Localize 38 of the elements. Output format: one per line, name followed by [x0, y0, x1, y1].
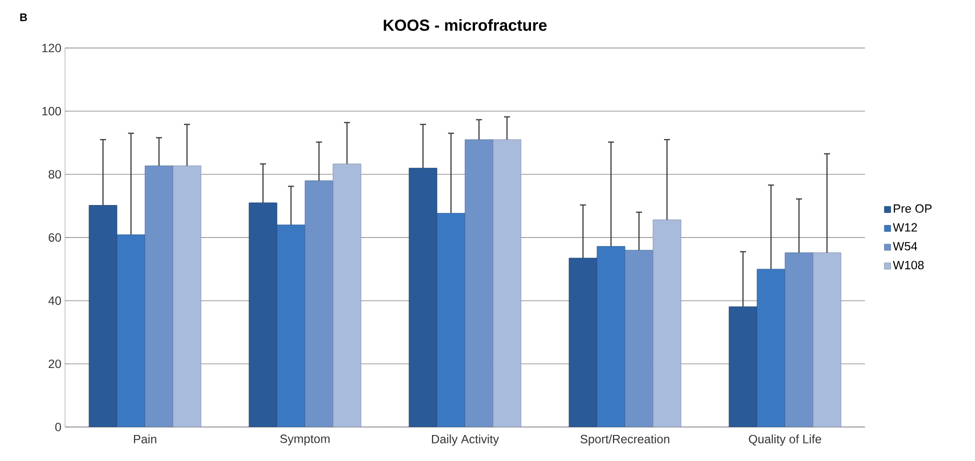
- bar: [464, 139, 494, 427]
- bar: [652, 220, 682, 427]
- bar: [116, 234, 146, 427]
- x-tick-label: Sport/Recreation: [580, 434, 670, 446]
- bar: [596, 246, 626, 427]
- bar: [304, 180, 334, 427]
- x-tick-label: Pain: [134, 434, 156, 444]
- bar: [436, 212, 466, 427]
- bar: [88, 205, 118, 427]
- bar: [784, 252, 814, 427]
- legend-label: Pre OP: [894, 204, 932, 213]
- bar: [812, 252, 842, 427]
- y-tick-label: 40: [48, 296, 62, 305]
- y-tick-label: 20: [48, 360, 62, 368]
- bar: [248, 202, 278, 427]
- y-tick-label: 0: [55, 422, 62, 432]
- y-tick-label: 120: [42, 44, 61, 52]
- bar: [144, 166, 174, 427]
- bar: [408, 168, 438, 427]
- bar: [756, 268, 786, 427]
- legend-label: W12: [892, 223, 917, 232]
- y-tick-label: 100: [42, 106, 61, 116]
- chart-title: KOOS - microfracture: [384, 19, 547, 31]
- bar: [332, 164, 362, 427]
- bar: [568, 258, 598, 427]
- bar: [276, 224, 306, 427]
- y-tick-label: 80: [48, 170, 62, 179]
- text: B: [20, 14, 27, 22]
- bar: [492, 139, 522, 427]
- bar: [172, 166, 202, 427]
- y-tick-label: 60: [48, 233, 62, 242]
- x-tick-label: Symptom: [280, 434, 330, 446]
- x-tick-label: Daily Activity: [432, 434, 499, 446]
- legend-label: W54: [892, 242, 918, 250]
- bar: [728, 306, 758, 427]
- legend-label: W108: [892, 260, 924, 270]
- bar: [624, 250, 654, 427]
- x-tick-label: Quality of Life: [748, 434, 822, 446]
